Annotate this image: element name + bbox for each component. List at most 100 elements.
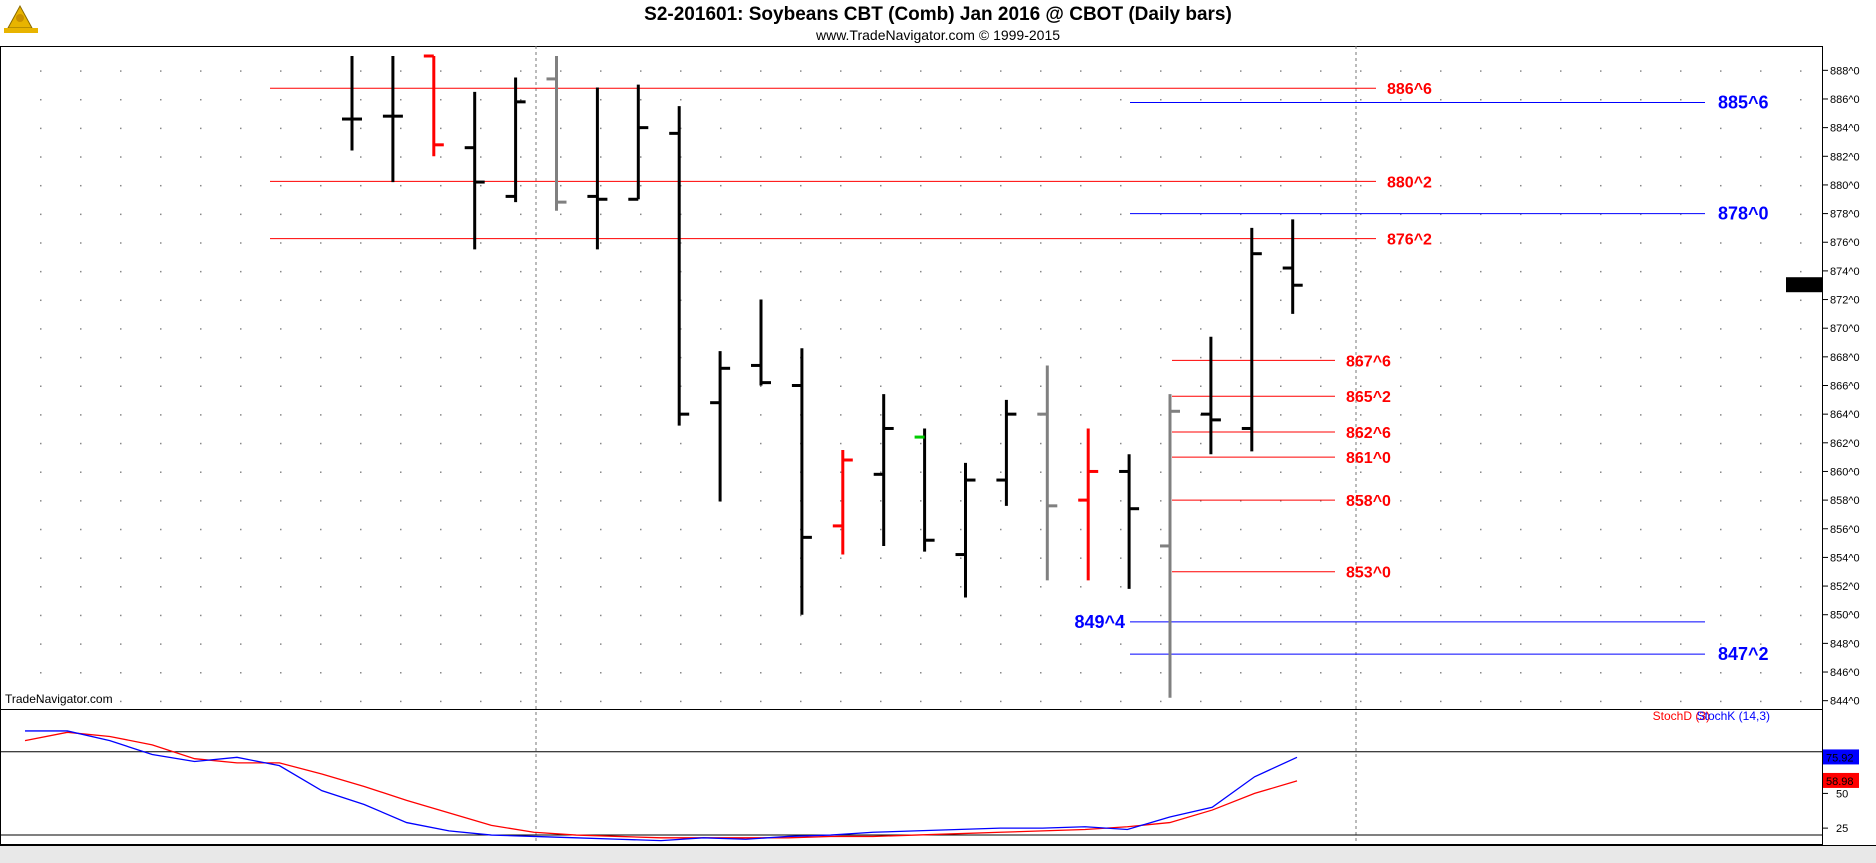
grid-dot	[1800, 299, 1802, 302]
grid-dot	[1400, 213, 1402, 216]
grid-dot	[120, 586, 122, 588]
grid-dot	[280, 586, 282, 588]
grid-dot	[800, 184, 802, 187]
grid-dot	[960, 184, 962, 187]
stoch-last-label: 58.98	[1826, 776, 1854, 788]
grid-dot	[760, 557, 762, 559]
grid-dot	[1640, 213, 1642, 216]
grid-dot	[80, 586, 82, 588]
grid-dot	[1360, 471, 1362, 473]
grid-dot	[880, 156, 882, 158]
grid-dot	[1600, 586, 1602, 588]
grid-dot	[800, 614, 802, 617]
grid-dot	[1600, 528, 1602, 531]
grid-dot	[600, 557, 602, 559]
grid-dot	[40, 328, 42, 330]
stoch-panel-border	[0, 709, 1823, 845]
grid-dot	[80, 471, 82, 473]
grid-dot	[1640, 528, 1642, 531]
grid-dot	[1600, 299, 1602, 302]
grid-dot	[880, 127, 882, 130]
grid-dot	[240, 528, 242, 531]
grid-dot	[1720, 242, 1722, 244]
y-tick-label: 860^0	[1830, 466, 1860, 478]
grid-dot	[160, 356, 162, 359]
grid-dot	[280, 500, 282, 502]
grid-dot	[440, 270, 442, 273]
grid-dot	[1760, 672, 1762, 674]
grid-dot	[80, 356, 82, 359]
grid-dot	[360, 328, 362, 330]
grid-dot	[1360, 213, 1362, 216]
grid-dot	[1280, 614, 1282, 617]
grid-dot	[1160, 213, 1162, 216]
grid-dot	[1600, 700, 1602, 703]
grid-dot	[1600, 127, 1602, 130]
grid-dot	[80, 643, 82, 645]
grid-dot	[1320, 328, 1322, 330]
grid-dot	[1400, 70, 1402, 72]
grid-dot	[1040, 299, 1042, 302]
grid-dot	[680, 328, 682, 330]
grid-dot	[1560, 328, 1562, 330]
grid-dot	[280, 614, 282, 617]
grid-dot	[240, 385, 242, 387]
grid-dot	[1720, 672, 1722, 674]
y-tick-label: 868^0	[1830, 352, 1860, 364]
grid-dot	[1720, 700, 1722, 703]
grid-dot	[320, 557, 322, 559]
chart-subtitle: www.TradeNavigator.com © 1999-2015	[815, 27, 1060, 43]
grid-dot	[1400, 127, 1402, 130]
grid-dot	[360, 586, 362, 588]
grid-dot	[1640, 414, 1642, 416]
grid-dot	[1360, 557, 1362, 559]
grid-dot	[40, 414, 42, 416]
grid-dot	[1240, 500, 1242, 502]
grid-dot	[920, 643, 922, 645]
grid-dot	[440, 98, 442, 101]
grid-dot	[1560, 614, 1562, 617]
grid-dot	[760, 70, 762, 72]
grid-dot	[640, 156, 642, 158]
grid-dot	[1160, 500, 1162, 502]
grid-dot	[200, 672, 202, 674]
grid-dot	[440, 672, 442, 674]
y-tick-label: 864^0	[1830, 409, 1860, 421]
grid-dot	[1560, 414, 1562, 416]
grid-dot	[1520, 98, 1522, 101]
grid-dot	[440, 242, 442, 244]
grid-dot	[960, 414, 962, 416]
grid-dot	[1720, 356, 1722, 359]
grid-dot	[160, 414, 162, 416]
grid-dot	[1320, 471, 1322, 473]
grid-dot	[160, 70, 162, 72]
grid-dot	[920, 385, 922, 387]
grid-dot	[680, 528, 682, 531]
grid-dot	[160, 98, 162, 101]
grid-dot	[1440, 328, 1442, 330]
grid-dot	[1320, 442, 1322, 445]
grid-dot	[1200, 156, 1202, 158]
grid-dot	[280, 270, 282, 273]
grid-dot	[560, 184, 562, 187]
grid-dot	[1240, 700, 1242, 703]
grid-dot	[920, 156, 922, 158]
grid-dot	[1560, 500, 1562, 502]
grid-dot	[1560, 242, 1562, 244]
grid-dot	[1520, 672, 1522, 674]
grid-dot	[1560, 471, 1562, 473]
grid-dot	[1080, 700, 1082, 703]
stochd-legend: StochD (3)	[1653, 709, 1710, 723]
grid-dot	[440, 614, 442, 617]
grid-dot	[320, 442, 322, 445]
grid-dot	[560, 471, 562, 473]
grid-dot	[680, 557, 682, 559]
grid-dot	[840, 270, 842, 273]
grid-dot	[560, 500, 562, 502]
grid-dot	[1520, 127, 1522, 130]
grid-dot	[160, 700, 162, 703]
grid-dot	[720, 672, 722, 674]
grid-dot	[600, 414, 602, 416]
grid-dot	[560, 70, 562, 72]
grid-dot	[1200, 471, 1202, 473]
